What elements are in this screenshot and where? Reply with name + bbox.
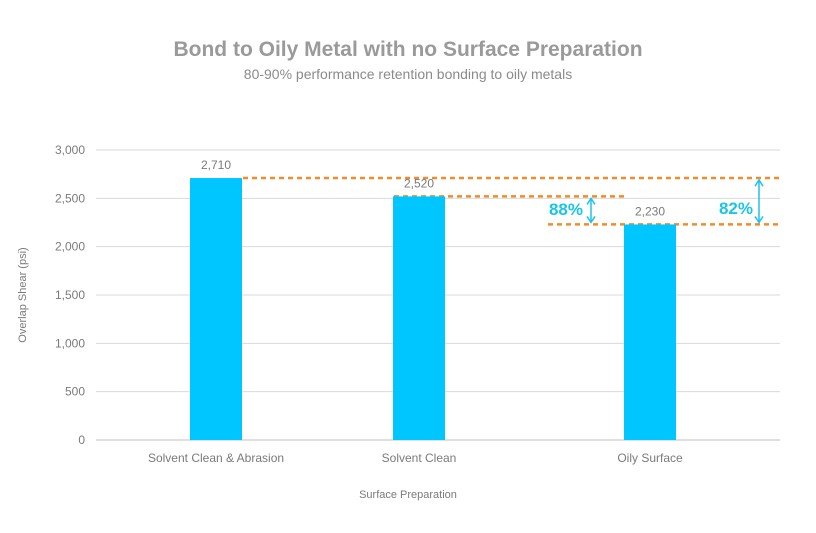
chart-title: Bond to Oily Metal with no Surface Prepa…	[173, 38, 642, 61]
chart-subtitle: 80-90% performance retention bonding to …	[244, 66, 572, 82]
y-tick-label: 2,000	[55, 240, 85, 254]
bars-layer	[190, 178, 676, 441]
y-tick-label: 1,000	[55, 336, 85, 350]
y-tick-label: 2,500	[55, 191, 85, 205]
x-tick-label: Oily Surface	[617, 451, 683, 465]
data-label: 2,230	[635, 204, 665, 218]
data-label: 2,710	[201, 158, 231, 172]
retention-percent-label: 88%	[549, 200, 583, 219]
y-tick-label: 500	[65, 385, 85, 399]
bar	[190, 178, 242, 441]
x-axis-label: Surface Preparation	[359, 489, 457, 501]
reference-lines-layer	[243, 176, 780, 226]
annotations-layer: 88% 82%	[549, 178, 764, 224]
retention-arrow	[754, 178, 764, 224]
labels-layer: 2,710 Solvent Clean & Abrasion 2,520 Solven…	[148, 158, 683, 465]
retention-arrow	[586, 197, 596, 224]
retention-percent-label: 82%	[719, 199, 753, 218]
y-tick-label: 1,500	[55, 288, 85, 302]
bar	[624, 224, 676, 440]
y-tick-label: 3,000	[55, 143, 85, 157]
y-axis-label: Overlap Shear (psi)	[17, 247, 29, 342]
y-tick-label: 0	[78, 433, 85, 447]
data-label: 2,520	[404, 176, 434, 190]
x-tick-label: Solvent Clean	[382, 451, 457, 465]
x-tick-label: Solvent Clean & Abrasion	[148, 451, 284, 465]
bar	[393, 196, 445, 440]
